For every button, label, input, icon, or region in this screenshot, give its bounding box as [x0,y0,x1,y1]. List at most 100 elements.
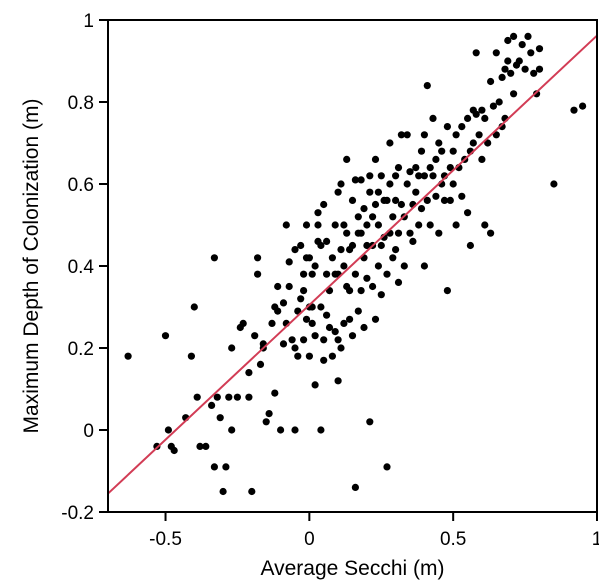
x-tick-label: 1 [592,529,599,550]
data-point [210,254,218,262]
data-point [219,487,227,496]
data-point [415,172,423,180]
data-point [464,209,472,217]
data-point [225,393,233,401]
data-point [279,299,288,307]
data-point [320,336,328,344]
data-point [524,32,532,41]
data-point [492,131,500,139]
data-point [403,131,411,139]
data-point [346,315,354,323]
data-point [268,319,276,327]
data-point [360,205,368,213]
data-point [446,196,454,204]
data-point [487,229,495,237]
points-layer [124,32,587,496]
data-point [392,196,400,204]
data-point [363,241,371,250]
data-point [190,303,198,311]
data-point [369,213,377,221]
data-point [282,221,290,229]
data-point [495,98,503,106]
data-point [521,65,529,73]
axes-layer: -0.5 0 0.5 1 -0.2 0 0.2 0.4 0.6 0.8 1 [61,11,599,550]
data-point [311,381,319,389]
data-point [475,131,483,139]
data-point [383,463,391,471]
data-point [366,172,374,180]
data-point [371,155,380,163]
data-point [279,340,288,348]
data-point [406,168,414,176]
x-tick-label: 0 [304,529,315,550]
data-point [300,270,308,278]
data-point [193,393,201,401]
data-point [527,49,535,57]
data-point [432,155,440,163]
data-point [340,221,348,229]
data-point [300,336,308,344]
x-axis-label: Average Secchi (m) [260,557,444,580]
data-point [239,319,247,327]
data-point [320,200,328,209]
data-point [337,180,345,188]
data-point [432,192,440,200]
data-point [383,196,391,204]
data-point [334,377,342,385]
y-tick-label: 0.4 [68,257,95,278]
data-point [210,463,218,471]
data-point [374,262,382,270]
data-point [394,229,403,237]
data-point [351,483,359,491]
y-tick-label: 1 [83,11,94,32]
data-point [363,221,371,229]
data-point [426,221,434,229]
data-point [357,287,365,295]
data-point [317,241,325,250]
data-point [420,131,428,139]
data-point [550,180,558,188]
data-point [374,188,382,196]
y-tick-label: 0 [83,421,94,442]
data-point [311,262,319,270]
data-point [348,241,357,250]
data-point [400,262,408,270]
data-point [311,332,319,340]
data-point [397,200,405,209]
data-point [124,352,132,360]
data-point [452,221,460,229]
data-point [170,446,178,455]
data-point [535,45,544,53]
data-point [337,246,345,254]
data-point [449,147,457,155]
data-point [515,57,523,65]
data-point [377,291,385,299]
data-point [420,172,428,180]
data-point [265,410,273,418]
data-point [334,336,342,344]
data-point [489,102,497,110]
data-point [302,221,311,229]
data-point [392,172,400,180]
data-point [412,164,420,172]
data-point [535,65,544,73]
data-point [504,36,512,45]
data-point [256,360,265,368]
data-point [294,352,302,360]
data-point [331,328,339,336]
data-point [216,414,224,422]
data-point [248,487,256,496]
y-tick-label: 0.8 [68,93,94,114]
data-point [348,332,357,340]
data-point [369,282,377,291]
data-point [245,369,253,377]
data-point [291,426,299,434]
data-point [509,32,518,41]
data-point [285,258,293,266]
data-point [305,254,313,262]
data-point [386,180,394,188]
data-point [343,229,351,237]
data-point [288,336,296,344]
data-point [277,426,285,434]
data-point [308,270,316,278]
